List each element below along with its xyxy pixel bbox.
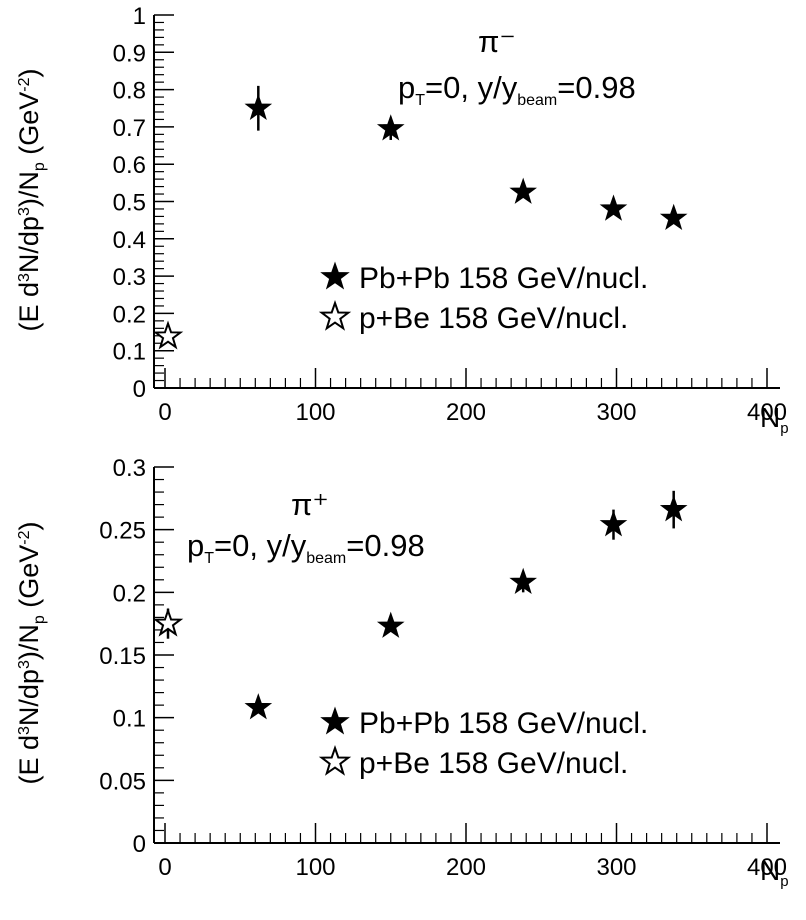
top-panel: 0 0.1 0.2 0.3 0.4 0.5 0.6 0.7 0.8 0.9 1 0 100 200 300 4… [14, 3, 789, 437]
x-tick-label: 200 [446, 399, 486, 426]
x-tick-label: 400 [747, 399, 787, 426]
y-tick-label: 0.8 [113, 78, 146, 105]
y-tick-label: 0 [133, 376, 146, 403]
legend-marker [320, 706, 350, 735]
y-tick-label: 0.25 [99, 518, 146, 545]
kinematics-annotation: pT=0, y/ybeam=0.98 [398, 70, 636, 109]
legend-label: p+Be 158 GeV/nucl. [359, 747, 628, 780]
legend-label: p+Be 158 GeV/nucl. [359, 302, 628, 335]
y-tick-label: 0.15 [99, 643, 146, 670]
pbpb-data-point [599, 194, 628, 221]
legend-marker [318, 744, 352, 776]
y-axis-title: (E d3N/dp3)/Np (GeV-2) [14, 521, 48, 784]
pbpb-data-point [244, 693, 273, 720]
y-tick-label: 0.5 [113, 190, 146, 217]
y-tick-label: 0.2 [113, 301, 146, 328]
x-tick-label: 0 [158, 399, 171, 426]
y-tick-label: 0.3 [113, 264, 146, 291]
particle-label: π⁺ [291, 487, 329, 522]
x-tick-label: 300 [596, 399, 636, 426]
y-tick-label: 1 [133, 3, 146, 30]
x-tick-label: 300 [596, 854, 636, 881]
pbpb-data-point [509, 177, 537, 204]
pbe-data-point [152, 607, 184, 637]
y-tick-label: 0.9 [113, 40, 146, 67]
pbpb-data-point [376, 114, 405, 141]
legend-label: Pb+Pb 158 GeV/nucl. [359, 262, 648, 295]
x-axis-title: Np [760, 402, 789, 437]
legend-marker [318, 299, 352, 331]
y-tick-label: 0.3 [113, 455, 146, 482]
y-tick-label: 0.1 [113, 339, 146, 366]
y-axis-title: (E d3N/dp3)/Np (GeV-2) [14, 68, 48, 331]
pbpb-data-point [659, 203, 688, 231]
x-tick-label: 0 [158, 854, 171, 881]
pbpb-data-point [244, 93, 273, 121]
pbpb-data-point [509, 567, 537, 595]
legend-marker [320, 261, 350, 290]
y-tick-label: 0 [133, 831, 146, 858]
y-tick-label: 0.05 [99, 768, 146, 795]
y-tick-label: 0.6 [113, 152, 146, 179]
x-tick-label: 200 [446, 854, 486, 881]
x-tick-label: 400 [747, 854, 787, 881]
pbpb-data-point [659, 495, 688, 522]
kinematics-annotation: pT=0, y/ybeam=0.98 [187, 528, 425, 567]
y-tick-label: 0.1 [113, 706, 146, 733]
x-axis-title: Np [760, 855, 789, 890]
y-tick-label: 0.7 [113, 115, 146, 142]
pbe-data-point [152, 320, 184, 350]
y-tick-label: 0.2 [113, 580, 146, 607]
pbpb-data-point [599, 510, 628, 537]
y-tick-label: 0.4 [113, 227, 146, 254]
x-tick-label: 100 [295, 399, 335, 426]
legend-label: Pb+Pb 158 GeV/nucl. [359, 707, 648, 740]
pbpb-data-point [376, 611, 405, 638]
x-tick-label: 100 [295, 854, 335, 881]
particle-label: π⁻ [478, 24, 516, 59]
